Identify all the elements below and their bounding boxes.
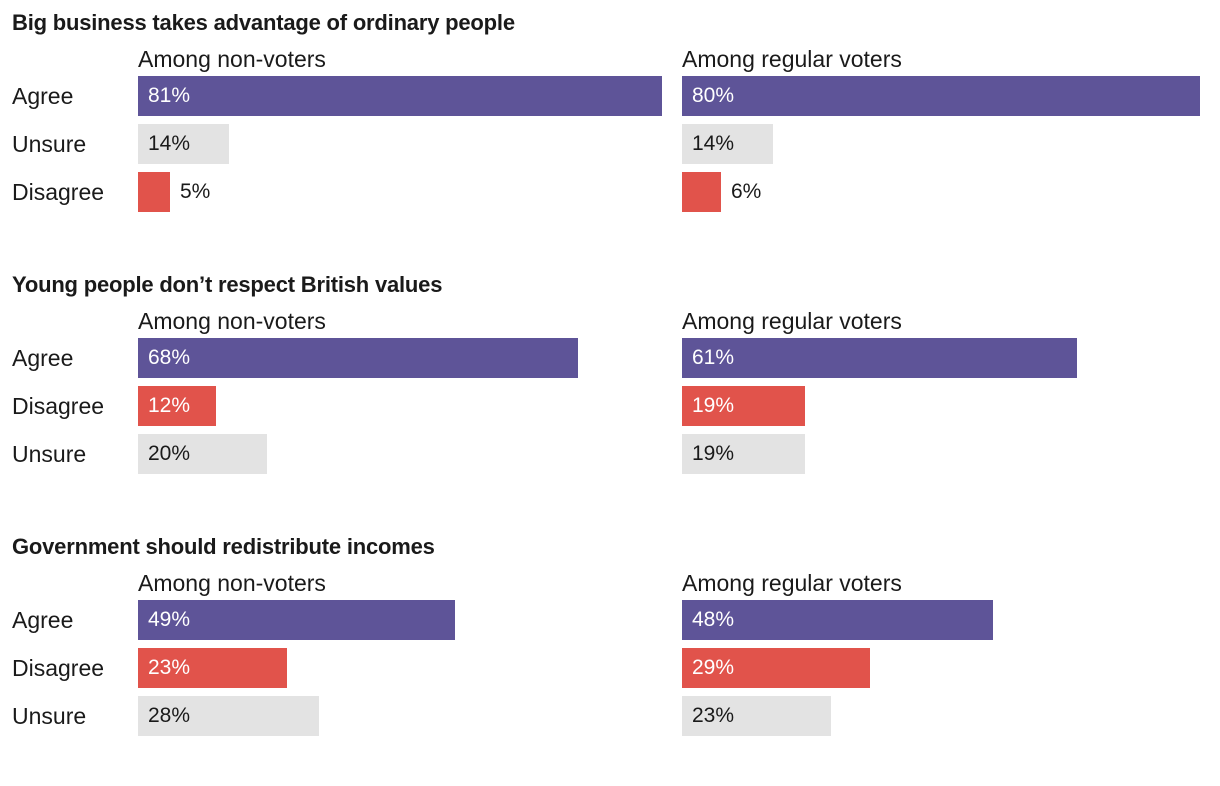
category-label: Agree <box>12 607 74 633</box>
category-label: Agree <box>12 345 74 371</box>
bar-disagree <box>138 648 287 688</box>
bar-agree <box>682 600 993 640</box>
chart-section: Government should redistribute incomes Ag… <box>0 524 1220 786</box>
chart-title: Government should redistribute incomes <box>12 534 435 559</box>
category-label: Disagree <box>12 655 105 681</box>
data-label: 28% <box>148 704 191 727</box>
category-label: Disagree <box>12 179 105 205</box>
data-label: 49% <box>148 608 191 631</box>
data-label: 6% <box>731 180 762 203</box>
data-label: 68% <box>148 346 191 369</box>
data-label: 19% <box>692 394 735 417</box>
category-label: Agree <box>12 83 74 109</box>
chart-title: Young people don’t respect British value… <box>12 272 443 297</box>
chart-section: Young people don’t respect British value… <box>0 262 1220 524</box>
data-label: 19% <box>692 442 735 465</box>
bar-agree <box>138 338 578 378</box>
bar-unsure <box>138 696 319 736</box>
data-label: 20% <box>148 442 191 465</box>
chart-title: Big business takes advantage of ordinary… <box>12 10 515 35</box>
data-label: 81% <box>148 84 191 107</box>
bar-disagree <box>682 172 721 212</box>
data-label: 14% <box>148 132 191 155</box>
series-title: Among non-voters <box>138 46 326 72</box>
bar-unsure <box>682 124 773 164</box>
series-title: Among regular voters <box>682 46 902 72</box>
bar-unsure <box>138 434 267 474</box>
data-label: 48% <box>692 608 735 631</box>
bar-disagree <box>138 172 170 212</box>
category-label: Unsure <box>12 703 87 729</box>
bar-agree <box>138 600 455 640</box>
bar-unsure <box>682 696 831 736</box>
small-multiples-chart: Big business takes advantage of ordinary… <box>0 0 1220 736</box>
data-label: 14% <box>692 132 735 155</box>
data-label: 23% <box>692 704 735 727</box>
bar-agree <box>682 338 1077 378</box>
bar-disagree <box>682 648 870 688</box>
bar-disagree <box>138 386 216 426</box>
bar-agree <box>682 76 1200 116</box>
data-label: 12% <box>148 394 191 417</box>
data-label: 80% <box>692 84 735 107</box>
bar-unsure <box>682 434 805 474</box>
category-label: Unsure <box>12 131 87 157</box>
series-title: Among non-voters <box>138 308 326 334</box>
category-label: Unsure <box>12 441 87 467</box>
bar-unsure <box>138 124 229 164</box>
bar-agree <box>138 76 662 116</box>
data-label: 61% <box>692 346 735 369</box>
series-title: Among regular voters <box>682 308 902 334</box>
bar-disagree <box>682 386 805 426</box>
data-label: 5% <box>180 180 211 203</box>
category-label: Disagree <box>12 393 105 419</box>
data-label: 23% <box>148 656 191 679</box>
series-title: Among non-voters <box>138 570 326 596</box>
series-title: Among regular voters <box>682 570 902 596</box>
chart-section: Big business takes advantage of ordinary… <box>0 0 1220 262</box>
data-label: 29% <box>692 656 735 679</box>
